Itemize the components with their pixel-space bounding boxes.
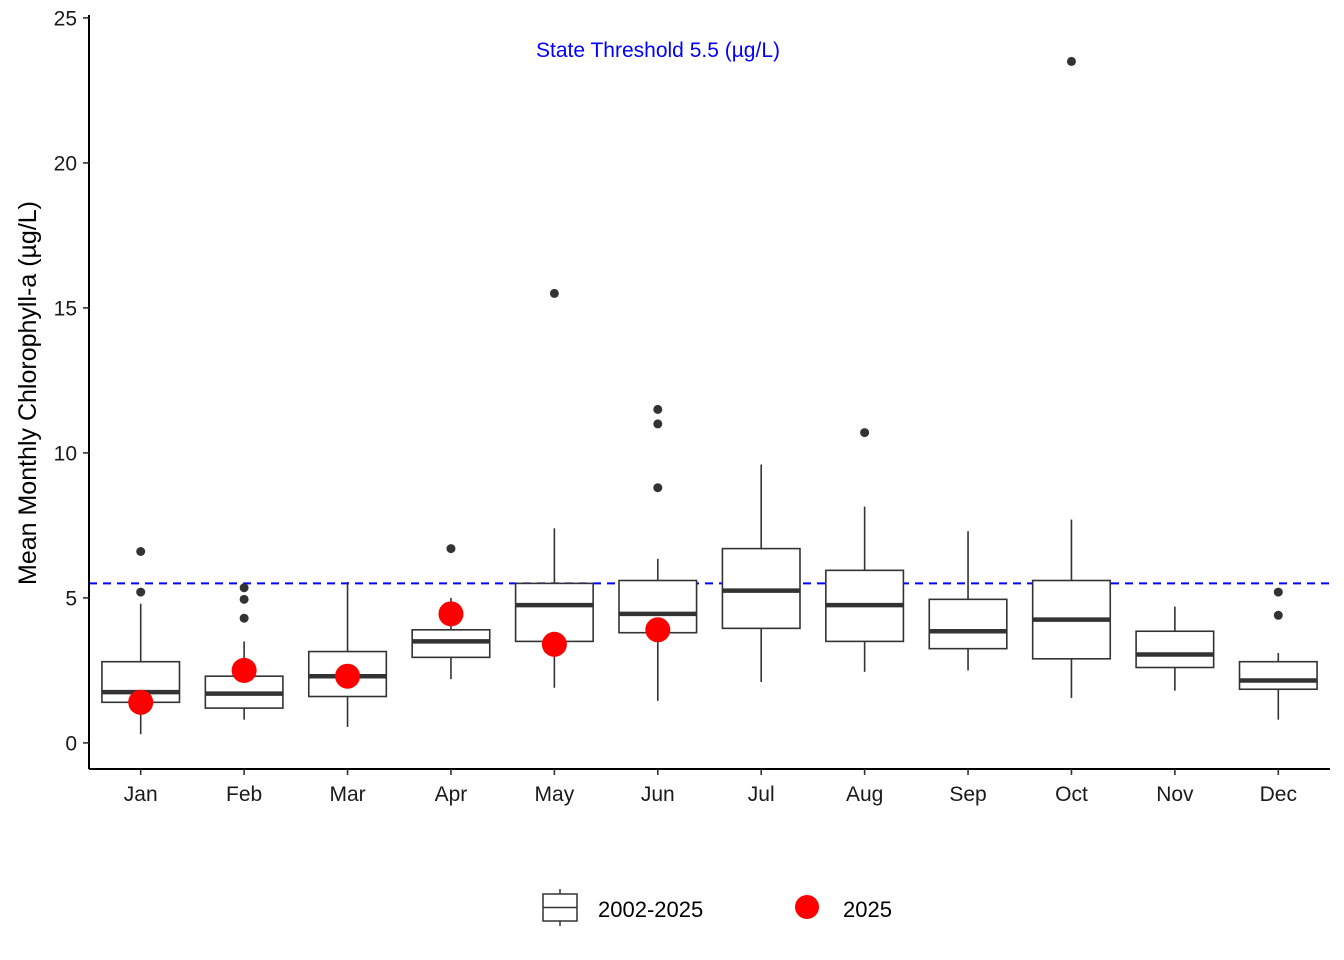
- x-tick-label-sep: Sep: [949, 783, 986, 806]
- outlier-aug-1: [860, 428, 870, 438]
- box-mar: [307, 581, 388, 727]
- point-2025-jun: [645, 617, 671, 643]
- x-tick-label-jan: Jan: [124, 783, 158, 806]
- x-tick-label-jul: Jul: [748, 783, 775, 806]
- x-tick-label-oct: Oct: [1055, 783, 1088, 806]
- point-2025-may: [541, 631, 567, 657]
- x-tick-label-may: May: [535, 783, 575, 806]
- outlier-feb-1: [239, 613, 249, 623]
- x-tick-label-apr: Apr: [435, 783, 468, 806]
- iqr-box-dec: [1238, 660, 1318, 691]
- point-2025-feb: [231, 657, 257, 683]
- box-nov: [1135, 606, 1215, 691]
- y-tick-label-25: 25: [54, 7, 77, 30]
- outlier-apr-1: [446, 544, 456, 554]
- box-feb: [204, 583, 284, 720]
- x-tick-label-jun: Jun: [641, 783, 675, 806]
- outlier-feb-3: [239, 583, 249, 593]
- x-tick-label-feb: Feb: [226, 783, 262, 806]
- box-apr: [411, 544, 491, 680]
- point-2025-mar: [335, 663, 361, 689]
- legend-label-2002-2025: 2002-2025: [598, 897, 703, 922]
- x-tick-label-mar: Mar: [329, 783, 365, 806]
- box-jun: [618, 404, 698, 701]
- outlier-feb-2: [239, 594, 249, 604]
- x-tick-label-aug: Aug: [846, 783, 883, 806]
- outlier-jan-2: [136, 547, 146, 556]
- outlier-jun-2: [653, 419, 663, 429]
- outlier-jan-1: [136, 587, 146, 597]
- legend-box-key: [542, 889, 578, 926]
- point-2025-jan: [128, 689, 154, 715]
- legend-label-2025: 2025: [843, 897, 892, 922]
- outlier-jun-1: [653, 483, 663, 493]
- box-sep: [928, 531, 1008, 671]
- legend: 2002-2025 2025: [542, 889, 892, 926]
- outlier-oct-1: [1066, 56, 1076, 66]
- y-tick-label-5: 5: [65, 587, 77, 610]
- box-aug: [825, 428, 905, 672]
- outlier-may-1: [549, 288, 559, 298]
- y-tick-label-15: 15: [54, 297, 77, 320]
- legend-point-key: [795, 895, 819, 919]
- outlier-dec-2: [1273, 587, 1283, 597]
- threshold-label: State Threshold 5.5 (µg/L): [536, 39, 780, 62]
- outlier-dec-1: [1273, 610, 1283, 620]
- box-dec: [1238, 587, 1318, 720]
- axes: 0 5 10 15 20 25 Jan Feb Mar Apr May Jun Jul Aug Sep Oct…: [54, 7, 1330, 806]
- x-tick-label-nov: Nov: [1156, 783, 1194, 806]
- y-tick-label-10: 10: [54, 442, 77, 465]
- point-2025-apr: [438, 601, 464, 627]
- y-tick-label-0: 0: [65, 732, 77, 755]
- y-axis-title: Mean Monthly Chlorophyll-a (µg/L): [14, 201, 42, 585]
- iqr-box-sep: [928, 598, 1008, 650]
- box-may: [514, 288, 594, 688]
- y-tick-label-20: 20: [54, 152, 77, 175]
- box-oct: [1031, 56, 1112, 698]
- x-tick-label-dec: Dec: [1260, 783, 1297, 806]
- iqr-box-nov: [1135, 630, 1215, 669]
- box-jul: [721, 464, 801, 682]
- outlier-jun-3: [653, 404, 663, 414]
- plot-area: [89, 56, 1330, 735]
